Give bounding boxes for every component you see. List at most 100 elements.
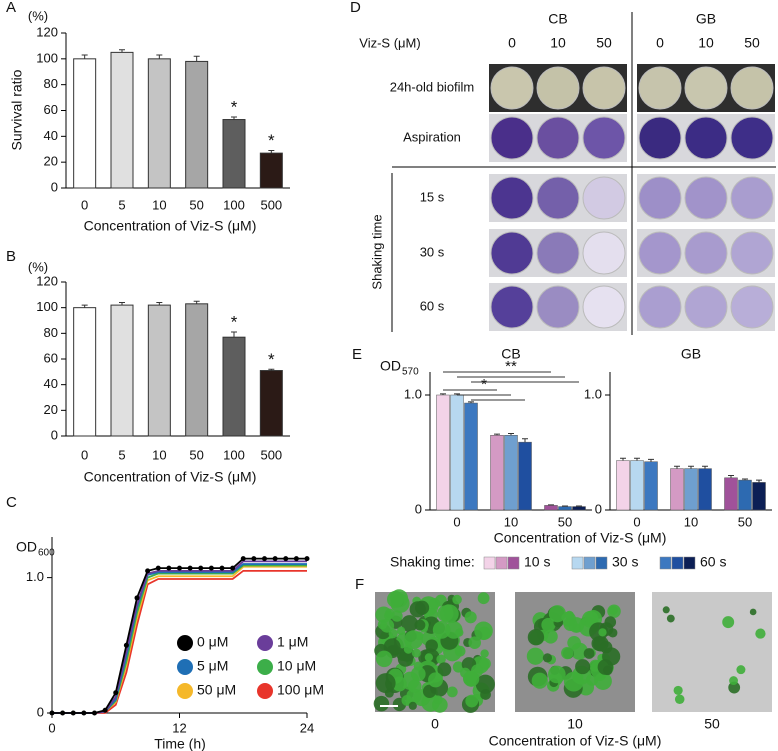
concentration: 10 <box>698 35 714 51</box>
well <box>490 285 534 329</box>
well <box>638 231 682 275</box>
point <box>92 710 97 716</box>
legend-swatch <box>483 556 496 570</box>
cell-cluster <box>749 608 757 616</box>
cell-cluster <box>386 590 404 608</box>
well <box>730 231 774 275</box>
cell-cluster <box>391 676 407 692</box>
x-tick-label: 5 <box>118 197 125 212</box>
y-tick-label: 60 <box>44 102 58 117</box>
bar <box>752 482 766 511</box>
cell-cluster <box>527 629 545 646</box>
point <box>134 595 140 601</box>
error-bar <box>508 433 514 436</box>
bar <box>464 402 478 511</box>
significance-mark: * <box>481 376 487 393</box>
well <box>490 116 534 160</box>
concentration: 10 <box>550 35 566 51</box>
cell-cluster <box>422 684 437 698</box>
panel-label: A <box>6 0 16 16</box>
x-tick-label: 500 <box>260 197 282 212</box>
concentration: 50 <box>596 35 612 51</box>
cell-cluster <box>454 645 466 657</box>
x-tick-label: 50 <box>189 447 203 462</box>
bar <box>504 435 518 511</box>
error-bar <box>674 465 680 469</box>
error-bar <box>728 475 734 478</box>
point <box>145 568 151 574</box>
well <box>582 231 626 275</box>
legend-marker <box>257 683 273 699</box>
bar <box>110 304 134 437</box>
group-title: CB <box>548 11 567 27</box>
cell-cluster <box>673 685 683 696</box>
y-unit: (%) <box>28 259 48 274</box>
well <box>582 66 626 110</box>
well <box>684 176 728 220</box>
row-label: Aspiration <box>403 129 461 144</box>
y-tick-label: 40 <box>44 376 58 391</box>
cell-cluster <box>396 626 406 636</box>
y-tick-label: 0 <box>37 704 44 719</box>
error-bar <box>648 458 654 462</box>
cell-cluster <box>407 679 422 693</box>
cell-cluster <box>531 672 548 689</box>
error-bar <box>620 457 626 461</box>
x-tick-label: 50 <box>738 514 752 529</box>
cell-cluster <box>465 694 479 708</box>
cell-cluster <box>401 695 413 706</box>
x-axis-label: Concentration of Viz-S (μM) <box>494 530 667 546</box>
legend-swatch <box>507 556 520 570</box>
bar <box>698 468 712 511</box>
x-axis-label: Time (h) <box>154 736 206 751</box>
error-bar <box>119 49 125 53</box>
cell-cluster <box>475 674 495 694</box>
x-tick-label: 50 <box>189 197 203 212</box>
legend-label: 50 μM <box>197 682 236 698</box>
cell-cluster <box>543 629 558 644</box>
well <box>582 116 626 160</box>
cell-cluster <box>433 695 443 705</box>
point <box>113 690 119 696</box>
significance-mark: * <box>268 131 275 150</box>
cell-cluster <box>397 651 414 667</box>
bar <box>518 441 532 511</box>
x-tick-label: 10 <box>152 197 166 212</box>
well <box>536 231 580 275</box>
panel-label: F <box>355 576 364 593</box>
concentration: 50 <box>744 35 760 51</box>
legend-label: 100 μM <box>277 682 324 698</box>
bar <box>544 505 558 511</box>
significance-mark: * <box>231 313 238 332</box>
x-tick-label: 12 <box>172 720 186 735</box>
y-tick-label: 80 <box>44 325 58 340</box>
legend-label: 1 μM <box>277 634 308 650</box>
well <box>684 285 728 329</box>
x-tick-label: 50 <box>558 514 572 529</box>
well <box>730 176 774 220</box>
cell-cluster <box>383 638 401 656</box>
legend-marker <box>177 635 193 651</box>
cell-cluster <box>380 618 395 633</box>
cell-cluster <box>437 662 452 677</box>
well <box>638 116 682 160</box>
error-bar <box>576 505 582 507</box>
bar <box>572 506 586 511</box>
cell-cluster <box>464 611 477 624</box>
cell-cluster <box>666 614 675 623</box>
y-tick-label: 20 <box>44 402 58 417</box>
well <box>638 285 682 329</box>
point <box>60 710 66 716</box>
well <box>582 285 626 329</box>
cell-cluster <box>728 681 741 694</box>
well <box>582 176 626 220</box>
bar <box>185 60 209 189</box>
legend-swatch <box>683 556 696 570</box>
row-label: 15 s <box>420 189 445 204</box>
error-bar <box>702 465 708 469</box>
point <box>293 556 299 562</box>
point <box>240 556 246 562</box>
well <box>730 116 774 160</box>
cell-cluster <box>411 648 421 658</box>
